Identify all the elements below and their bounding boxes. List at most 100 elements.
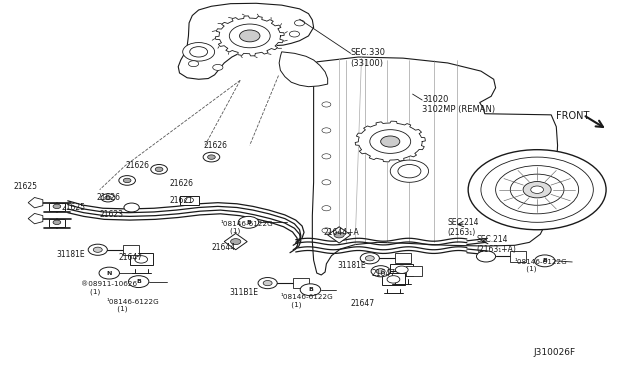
Bar: [510, 251, 525, 262]
Text: 21623: 21623: [100, 211, 124, 219]
Circle shape: [510, 174, 564, 205]
Text: 21647: 21647: [119, 253, 143, 262]
Polygon shape: [355, 121, 426, 162]
Text: SEC.214
(2163₁+A): SEC.214 (2163₁+A): [476, 235, 516, 254]
Text: N: N: [107, 270, 112, 276]
Text: 21625: 21625: [13, 182, 38, 191]
Circle shape: [322, 102, 331, 107]
Text: FRONT: FRONT: [556, 110, 589, 121]
Circle shape: [370, 130, 411, 153]
Circle shape: [468, 150, 606, 230]
Polygon shape: [312, 57, 557, 275]
Circle shape: [189, 46, 207, 57]
Text: ¹08146-6122G
     (1): ¹08146-6122G (1): [515, 259, 568, 272]
Polygon shape: [224, 234, 247, 250]
Circle shape: [188, 61, 198, 67]
Text: 21647: 21647: [351, 299, 375, 308]
Text: SEC.330
(33100): SEC.330 (33100): [351, 48, 386, 68]
Text: 31020
3102MP (REMAN): 31020 3102MP (REMAN): [422, 95, 495, 114]
Polygon shape: [215, 16, 284, 56]
Circle shape: [495, 166, 579, 214]
Circle shape: [376, 269, 385, 274]
Text: ¹08146-6122G
     (1): ¹08146-6122G (1): [106, 299, 159, 312]
Polygon shape: [28, 198, 43, 208]
Text: B: B: [308, 287, 313, 292]
Circle shape: [212, 64, 223, 70]
Polygon shape: [328, 227, 351, 243]
Text: 311B1E: 311B1E: [229, 288, 259, 297]
Circle shape: [135, 256, 148, 263]
Circle shape: [88, 244, 108, 255]
Circle shape: [263, 280, 272, 286]
Circle shape: [151, 164, 168, 174]
Bar: [124, 244, 139, 255]
Bar: [390, 264, 413, 276]
Text: ¹08146-6122G
     (1): ¹08146-6122G (1): [280, 294, 333, 308]
Circle shape: [230, 238, 241, 244]
Bar: [154, 166, 164, 172]
Circle shape: [360, 253, 380, 264]
Circle shape: [334, 232, 344, 238]
Circle shape: [53, 220, 61, 225]
Circle shape: [105, 196, 111, 200]
Circle shape: [322, 228, 331, 233]
Text: ¹08146-6122G
    (1): ¹08146-6122G (1): [221, 221, 274, 234]
Text: 21626: 21626: [97, 193, 120, 202]
Text: B: B: [246, 220, 251, 225]
Bar: [406, 266, 422, 276]
Text: 21647: 21647: [371, 269, 396, 278]
Circle shape: [101, 194, 115, 202]
Circle shape: [387, 276, 400, 283]
Bar: [49, 203, 65, 211]
Circle shape: [476, 251, 495, 262]
Text: 21626: 21626: [204, 141, 228, 150]
Circle shape: [531, 186, 543, 193]
Text: 21625: 21625: [61, 203, 85, 212]
Bar: [206, 154, 216, 160]
Text: 31181E: 31181E: [338, 261, 367, 270]
Circle shape: [93, 247, 102, 252]
Circle shape: [481, 157, 593, 222]
Circle shape: [258, 278, 277, 289]
Circle shape: [184, 198, 193, 203]
Circle shape: [322, 128, 331, 133]
Circle shape: [300, 284, 321, 296]
Bar: [122, 177, 132, 183]
Text: 21644: 21644: [211, 243, 236, 251]
Text: 21626: 21626: [170, 179, 194, 187]
Circle shape: [203, 152, 220, 162]
Circle shape: [229, 24, 270, 48]
Polygon shape: [279, 52, 328, 87]
Text: SEC.214
(2163₁): SEC.214 (2163₁): [448, 218, 479, 237]
Circle shape: [322, 206, 331, 211]
Text: B: B: [136, 279, 141, 284]
Text: J310026F: J310026F: [533, 348, 575, 357]
Circle shape: [156, 167, 163, 171]
Circle shape: [207, 155, 215, 159]
Circle shape: [124, 178, 131, 183]
Circle shape: [289, 31, 300, 37]
Polygon shape: [178, 3, 314, 79]
Circle shape: [124, 203, 140, 212]
Polygon shape: [28, 214, 43, 224]
Circle shape: [239, 30, 260, 42]
Circle shape: [182, 42, 214, 61]
Bar: [382, 273, 405, 285]
Bar: [130, 253, 153, 265]
Circle shape: [396, 266, 408, 273]
Circle shape: [365, 256, 374, 261]
Text: 31181E: 31181E: [57, 250, 86, 259]
Circle shape: [238, 217, 259, 228]
Circle shape: [99, 267, 120, 279]
Circle shape: [381, 136, 400, 147]
Circle shape: [129, 276, 149, 288]
Text: 21626: 21626: [125, 161, 149, 170]
Circle shape: [322, 180, 331, 185]
Text: ®08911-10626
    (1): ®08911-10626 (1): [81, 281, 137, 295]
Circle shape: [119, 176, 136, 185]
Bar: [396, 253, 411, 263]
Circle shape: [322, 154, 331, 159]
Bar: [179, 196, 198, 205]
Bar: [293, 278, 308, 288]
Circle shape: [371, 266, 390, 277]
